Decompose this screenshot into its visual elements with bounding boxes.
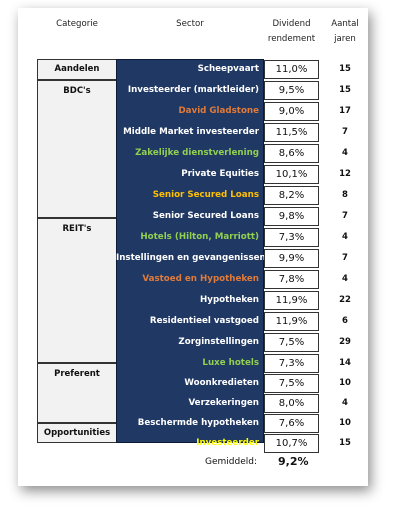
years-cell: 10 [339, 378, 351, 388]
dividend-cell: 7,3% [264, 354, 319, 373]
dividend-cell: 7,6% [264, 414, 319, 433]
category-opportunities: Opportunities [37, 423, 117, 443]
years-cell: 29 [339, 337, 351, 347]
sector-cell: Residentieel vastgoed [149, 316, 259, 326]
dividend-cell: 9,9% [264, 249, 319, 268]
category-aandelen: Aandelen [37, 59, 117, 80]
sector-cell: Hotels (Hilton, Marriott) [140, 232, 259, 242]
dividend-cell: 7,5% [264, 333, 319, 352]
sector-cell: Zakelijke dienstverlening [135, 148, 259, 158]
sector-cell: Beschermde hypotheken [137, 418, 259, 428]
category-reits: REIT's [37, 218, 117, 363]
dividend-cell: 11,9% [264, 291, 319, 310]
years-cell: 10 [339, 418, 351, 428]
sector-cell: Middle Market investeerder [123, 127, 259, 137]
years-cell: 15 [339, 64, 351, 74]
years-cell: 12 [339, 169, 351, 179]
average-label: Gemiddeld: [205, 457, 257, 467]
years-cell: 4 [342, 398, 348, 408]
sector-cell: Private Equities [181, 169, 259, 179]
dividend-cell: 10,7% [264, 434, 319, 453]
dividend-cell: 9,8% [264, 207, 319, 226]
years-cell: 15 [339, 438, 351, 448]
years-cell: 7 [342, 211, 348, 221]
sector-cell: Zorginstellingen [178, 337, 259, 347]
dividend-cell: 8,6% [264, 144, 319, 163]
average-value: 9,2% [278, 455, 309, 468]
sector-cell: Woonkredieten [184, 378, 259, 388]
years-cell: 7 [342, 127, 348, 137]
dividend-cell: 7,8% [264, 270, 319, 289]
category-label: Preferent [54, 369, 100, 379]
years-cell: 7 [342, 253, 348, 263]
years-cell: 22 [339, 295, 351, 305]
header-sector: Sector [176, 19, 204, 29]
sector-cell: Senior Secured Loans [152, 211, 259, 221]
header-categorie: Categorie [56, 19, 98, 29]
category-preferent: Preferent [37, 363, 117, 423]
sector-cell: Verzekeringen [188, 398, 259, 408]
dividend-cell: 11,0% [264, 60, 319, 79]
category-label: Opportunities [43, 428, 111, 438]
category-bdcs: BDC's [37, 80, 117, 218]
dividend-cell: 9,0% [264, 102, 319, 121]
dividend-cell: 10,1% [264, 165, 319, 184]
dividend-cell: 8,2% [264, 186, 319, 205]
years-cell: 14 [339, 358, 351, 368]
years-cell: 4 [342, 274, 348, 284]
dividend-cell: 8,0% [264, 394, 319, 413]
dividend-cell: 11,5% [264, 123, 319, 142]
years-cell: 6 [342, 316, 348, 326]
category-label: Aandelen [54, 64, 100, 74]
dividend-cell: 7,5% [264, 374, 319, 393]
sector-cell: Scheepvaart [197, 64, 259, 74]
sector-cell: David Gladstone [178, 106, 259, 116]
sector-cell: Investeerder [196, 438, 259, 448]
header-dividend: Dividend rendement [267, 19, 316, 44]
years-cell: 4 [342, 148, 348, 158]
category-label: BDC's [63, 86, 91, 96]
years-cell: 4 [342, 232, 348, 242]
sector-cell: Instellingen en gevangenissen [116, 253, 266, 263]
sector-column [116, 59, 264, 443]
years-cell: 15 [339, 85, 351, 95]
years-cell: 17 [339, 106, 351, 116]
sector-cell: Hypotheken [200, 295, 259, 305]
sector-cell: Vastoed en Hypotheken [142, 274, 259, 284]
dividend-cell: 11,9% [264, 312, 319, 331]
dividend-cell: 7,3% [264, 228, 319, 247]
sector-cell: Senior Secured Loans [152, 190, 259, 200]
sector-cell: Luxe hotels [202, 358, 259, 368]
category-label: REIT's [62, 224, 92, 234]
sector-cell: Investeerder (marktleider) [127, 85, 259, 95]
years-cell: 8 [342, 190, 348, 200]
dividend-cell: 9,5% [264, 81, 319, 100]
header-jaren: Aantal jaren [331, 19, 359, 44]
